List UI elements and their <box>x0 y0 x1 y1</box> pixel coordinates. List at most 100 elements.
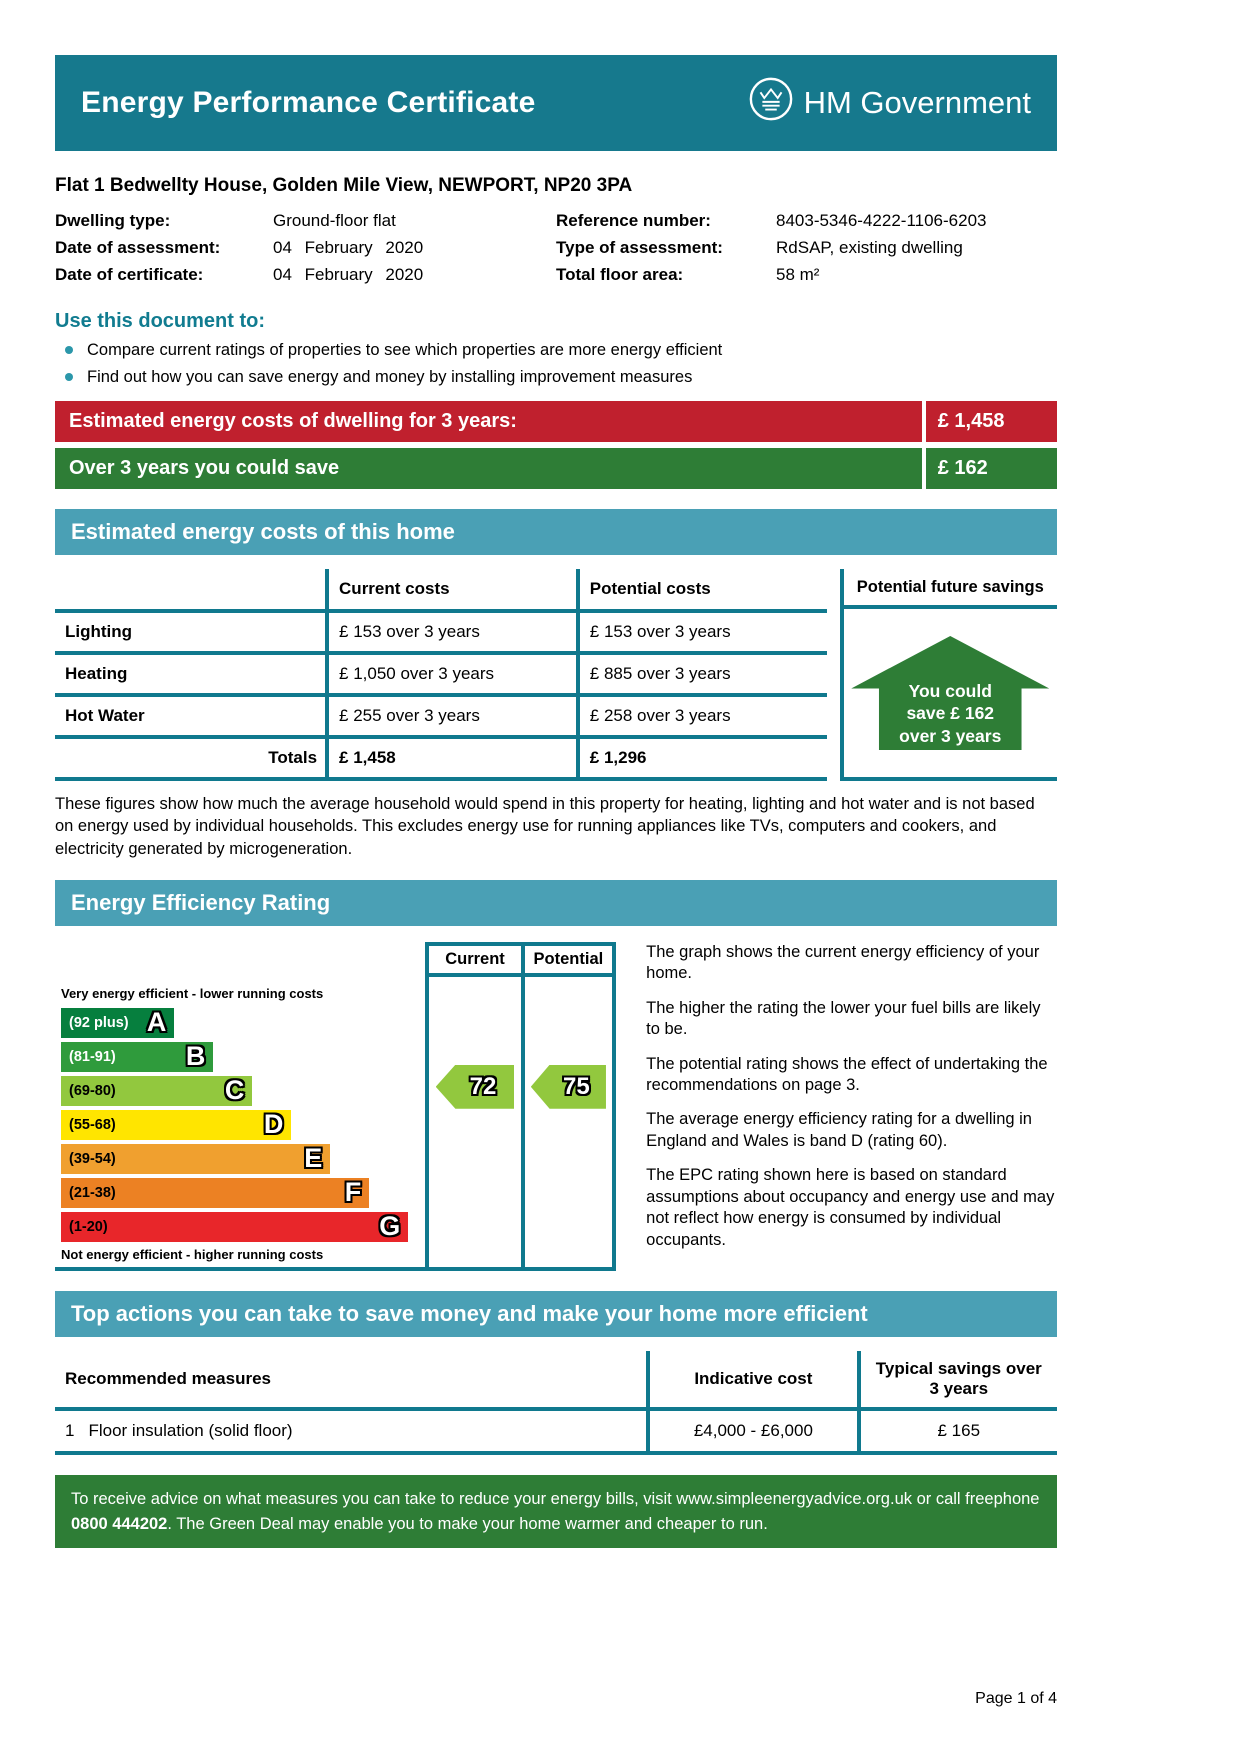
property-info-left: Dwelling type: Ground-floor flat Date of… <box>55 211 556 292</box>
property-address: Flat 1 Bedwellty House, Golden Mile View… <box>55 175 633 196</box>
row-potential: £ 153 over 3 years <box>575 613 827 651</box>
hm-government-logo-text: HM Government <box>803 85 1031 120</box>
save-arrow-line1: You could <box>908 680 992 701</box>
total-floor-area-row: Total floor area: 58 m² <box>556 265 1057 285</box>
save-arrow-shape: You could save £ 162 over 3 years <box>851 636 1050 750</box>
epc-band-range: (69-80) <box>69 1082 116 1099</box>
epc-potential-header: Potential <box>520 941 617 977</box>
actions-header-measures: Recommended measures <box>65 1368 271 1388</box>
epc-band-range: (92 plus) <box>69 1014 129 1031</box>
advice-text-pre: To receive advice on what measures you c… <box>71 1489 1040 1508</box>
epc-band-range: (55-68) <box>69 1116 116 1133</box>
use-document-heading: Use this document to: <box>55 310 266 332</box>
epc-band-letter: F <box>344 1177 362 1208</box>
page-content: Energy Performance Certificate HM Govern… <box>55 55 1057 1549</box>
costs-header-potential: Potential costs <box>575 569 827 609</box>
top-actions-table: Recommended measures Indicative cost Typ… <box>55 1350 1057 1455</box>
field-value: 58 m² <box>776 265 820 284</box>
potential-future-savings-box: Potential future savings You could save … <box>839 569 1057 781</box>
banner-label: Over 3 years you could save <box>69 457 340 479</box>
page-title: Energy Performance Certificate <box>81 86 536 119</box>
costs-section: Current costs Potential costs Lighting £… <box>55 569 1057 781</box>
epc-band-f: (21-38) F <box>61 1177 370 1208</box>
epc-band-range: (21-38) <box>69 1184 116 1201</box>
property-info: Dwelling type: Ground-floor flat Date of… <box>55 211 1057 292</box>
epc-current-header: Current <box>425 941 521 977</box>
eer-paragraph: The average energy efficiency rating for… <box>646 1110 1032 1150</box>
costs-table-header: Current costs Potential costs <box>55 569 827 613</box>
epc-band-c: (69-80) C <box>61 1075 253 1106</box>
property-info-right: Reference number: 8403-5346-4222-1106-62… <box>556 211 1057 292</box>
row-current: £ 153 over 3 years <box>325 613 576 651</box>
epc-bands-area: Very energy efficient - lower running co… <box>55 977 425 1267</box>
epc-band-e: (39-54) E <box>61 1143 331 1174</box>
epc-band-a: (92 plus) A <box>61 1007 175 1038</box>
field-value: 8403-5346-4222-1106-6203 <box>776 211 987 230</box>
costs-note: These figures show how much the average … <box>55 795 1035 858</box>
advice-text-post: . The Green Deal may enable you to make … <box>167 1514 768 1533</box>
hm-government-crest-icon <box>748 76 794 130</box>
costs-header-current: Current costs <box>325 569 576 609</box>
banner-value: £ 1,458 <box>921 401 1057 442</box>
save-arrow-line2: save £ 162 <box>906 703 995 724</box>
epc-potential-column: 75 <box>520 976 617 1267</box>
eer-paragraph: The potential rating shows the effect of… <box>646 1054 1048 1094</box>
row-current: £ 1,050 over 3 years <box>325 655 576 693</box>
field-value: Ground-floor flat <box>273 211 396 230</box>
epc-band-row: (55-68) D <box>61 1109 415 1140</box>
actions-header-cost: Indicative cost <box>646 1350 856 1407</box>
epc-band-range: (39-54) <box>69 1150 116 1167</box>
field-label: Dwelling type: <box>55 211 171 230</box>
epc-band-row: (69-80) C <box>61 1075 415 1106</box>
epc-band-range: (81-91) <box>69 1048 116 1065</box>
costs-header-blank <box>55 569 325 609</box>
field-label: Total floor area: <box>556 265 684 284</box>
measure-cell: 1 Floor insulation (solid floor) <box>55 1411 646 1451</box>
bullet-item: Compare current ratings of properties to… <box>55 341 1057 360</box>
eer-section: Current Potential Very energy efficient … <box>55 941 1057 1271</box>
row-potential: £ 885 over 3 years <box>575 655 827 693</box>
epc-band-letter: G <box>379 1211 401 1242</box>
eer-section-heading: Energy Efficiency Rating <box>55 879 1057 926</box>
table-row-lighting: Lighting £ 153 over 3 years £ 153 over 3… <box>55 613 827 655</box>
save-arrow-line3: over 3 years <box>899 725 1002 746</box>
header-banner: Energy Performance Certificate HM Govern… <box>55 55 1057 151</box>
measure-number: 1 <box>65 1420 75 1440</box>
bullet-item: Find out how you can save energy and mon… <box>55 368 1057 387</box>
measure-cost: £4,000 - £6,000 <box>646 1410 856 1451</box>
banner-value: £ 162 <box>921 448 1057 489</box>
current-rating-arrow: 72 <box>435 1064 515 1109</box>
table-row-heating: Heating £ 1,050 over 3 years £ 885 over … <box>55 655 827 697</box>
top-actions-heading: Top actions you can take to save money a… <box>55 1290 1057 1337</box>
epc-band-row: (81-91) B <box>61 1041 415 1072</box>
table-row-totals: Totals £ 1,458 £ 1,296 <box>55 739 827 781</box>
epc-rating-chart: Current Potential Very energy efficient … <box>55 941 617 1271</box>
dwelling-type-row: Dwelling type: Ground-floor flat <box>55 211 556 231</box>
table-row-hot-water: Hot Water £ 255 over 3 years £ 258 over … <box>55 697 827 739</box>
hm-government-logo: HM Government <box>748 76 1031 130</box>
row-label: Heating <box>65 664 128 683</box>
estimated-costs-banner: Estimated energy costs of dwelling for 3… <box>55 401 1057 442</box>
field-label: Type of assessment: <box>556 238 723 257</box>
energy-advice-box: To receive advice on what measures you c… <box>55 1474 1057 1549</box>
totals-potential: £ 1,296 <box>575 739 827 777</box>
row-label: Hot Water <box>65 706 145 725</box>
epc-header-spacer <box>55 942 425 977</box>
row-current: £ 255 over 3 years <box>325 697 576 735</box>
field-value: RdSAP, existing dwelling <box>776 238 963 257</box>
epc-band-letter: B <box>185 1041 206 1072</box>
epc-chart-header: Current Potential <box>55 941 617 977</box>
advice-phone-number: 0800 444202 <box>71 1514 168 1533</box>
epc-current-column: 72 <box>425 976 520 1267</box>
actions-header-savings: Typical savings over 3 years <box>856 1350 1057 1407</box>
very-efficient-label: Very energy efficient - lower running co… <box>61 985 324 1001</box>
costs-section-heading: Estimated energy costs of this home <box>55 509 1057 555</box>
savings-box-header: Potential future savings <box>843 569 1057 609</box>
save-arrow-text: You could save £ 162 over 3 years <box>851 680 1049 747</box>
field-value: 04 February 2020 <box>273 265 424 284</box>
field-label: Reference number: <box>556 211 711 230</box>
field-value: 04 February 2020 <box>273 238 424 257</box>
table-row-measure-1: 1 Floor insulation (solid floor) £4,000 … <box>55 1410 1057 1455</box>
epc-band-range: (1-20) <box>69 1218 108 1235</box>
